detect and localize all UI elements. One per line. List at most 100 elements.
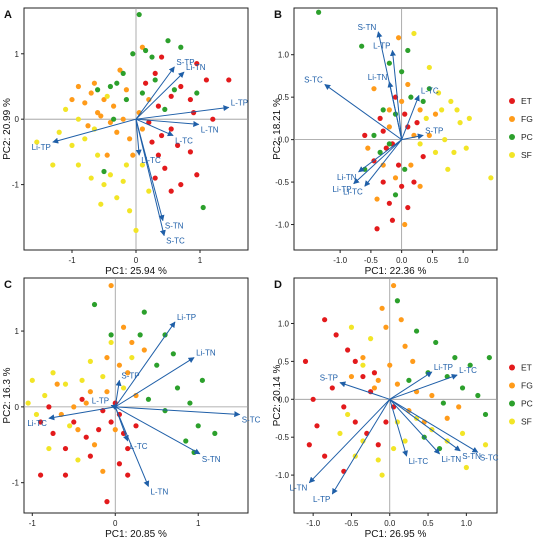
loading-arrow xyxy=(389,398,461,452)
point-sf xyxy=(63,106,69,112)
point-sf xyxy=(390,445,397,452)
point-sf xyxy=(411,30,417,37)
point-et xyxy=(168,126,174,132)
point-fg xyxy=(120,116,126,122)
point-sf xyxy=(62,381,69,387)
loading-arrow xyxy=(324,84,402,141)
x-tick-label: 0.0 xyxy=(384,519,396,528)
loading-arrow xyxy=(353,139,402,185)
loading-label: Li-TC xyxy=(27,419,47,428)
loading-arrow xyxy=(114,321,176,408)
point-et xyxy=(62,445,69,452)
point-fg xyxy=(123,87,129,93)
point-et xyxy=(187,96,193,103)
legend-label: ET xyxy=(521,363,532,373)
point-fg xyxy=(69,96,75,103)
point-et xyxy=(194,172,200,178)
point-fg xyxy=(75,427,81,433)
y-tick-label: 0.0 xyxy=(278,136,290,145)
point-fg xyxy=(87,389,93,395)
y-axis-label: PC2: 20.99 % xyxy=(2,98,13,160)
point-sf xyxy=(46,445,52,452)
loading-arrow xyxy=(115,406,241,418)
point-et xyxy=(389,217,396,223)
point-pc xyxy=(152,77,158,83)
loading-arrow xyxy=(389,398,479,453)
point-sf xyxy=(451,149,457,155)
panel-label: B xyxy=(274,9,282,21)
loading-arrow xyxy=(364,139,403,187)
y-tick-label: 1 xyxy=(15,50,20,59)
y-axis-label: PC2: 18.21 % xyxy=(272,98,283,160)
x-tick-label: 0.5 xyxy=(422,519,434,528)
point-fg xyxy=(360,354,366,361)
point-sf xyxy=(114,195,120,201)
point-et xyxy=(62,472,69,478)
point-pc xyxy=(108,332,114,338)
plot-frame xyxy=(293,277,498,514)
point-fg xyxy=(104,354,110,361)
legend-marker-fg xyxy=(509,116,515,122)
point-et xyxy=(125,472,131,478)
loading-label: S-TC xyxy=(166,237,185,246)
point-sf xyxy=(50,162,56,168)
point-pc xyxy=(114,80,120,86)
point-pc xyxy=(394,298,401,304)
point-et xyxy=(37,419,44,425)
point-et xyxy=(352,358,358,364)
point-sf xyxy=(463,464,469,471)
point-et xyxy=(371,370,378,376)
point-et xyxy=(386,200,392,206)
loading-arrow xyxy=(389,399,408,457)
legend: ET FG PC SF xyxy=(509,96,533,160)
point-fg xyxy=(127,136,133,142)
point-et xyxy=(322,453,328,459)
point-sf xyxy=(82,136,88,142)
point-fg xyxy=(417,183,423,189)
point-fg xyxy=(91,80,97,86)
x-tick-label: 1 xyxy=(196,519,201,528)
point-sf xyxy=(98,201,104,207)
x-axis-label: PC1: 26.95 % xyxy=(365,529,427,540)
y-tick-label: 0.5 xyxy=(278,357,290,366)
point-et xyxy=(360,373,366,380)
point-fg xyxy=(405,81,411,88)
point-et xyxy=(414,120,420,126)
x-tick-label: 0 xyxy=(113,519,118,528)
loading-label: L-TN xyxy=(150,487,168,496)
loading-arrow xyxy=(331,399,391,495)
point-sf xyxy=(42,392,48,399)
loading-label: L-TP xyxy=(92,396,109,405)
loading-label: S-TP xyxy=(121,371,139,380)
legend-marker-sf xyxy=(509,152,515,158)
point-et xyxy=(155,103,161,109)
loading-label: L-TC xyxy=(459,366,477,375)
point-sf xyxy=(75,457,81,463)
y-tick-label: -1.0 xyxy=(275,221,289,230)
point-pc xyxy=(433,339,439,346)
y-tick-label: 0 xyxy=(15,403,20,412)
point-sf xyxy=(463,145,469,151)
loading-label: S-TN xyxy=(462,452,481,461)
point-sf xyxy=(75,162,81,168)
point-pc xyxy=(475,392,481,399)
loading-label: L-TC xyxy=(421,86,439,95)
point-sf xyxy=(423,115,429,121)
point-sf xyxy=(368,336,374,342)
point-sf xyxy=(445,166,451,172)
loading-arrow xyxy=(339,381,390,400)
point-pc xyxy=(212,430,218,437)
y-tick-label: -0.5 xyxy=(275,178,289,187)
loading-arrow xyxy=(135,66,175,120)
point-et xyxy=(71,419,77,425)
point-et xyxy=(96,427,102,433)
point-et xyxy=(226,77,232,83)
point-pc xyxy=(377,149,383,155)
point-et xyxy=(152,70,158,77)
loading-arrow xyxy=(135,71,185,120)
point-fg xyxy=(386,124,392,130)
point-et xyxy=(411,179,417,185)
point-fg xyxy=(98,113,104,119)
legend-marker-sf xyxy=(509,418,515,425)
point-fg xyxy=(380,162,386,168)
